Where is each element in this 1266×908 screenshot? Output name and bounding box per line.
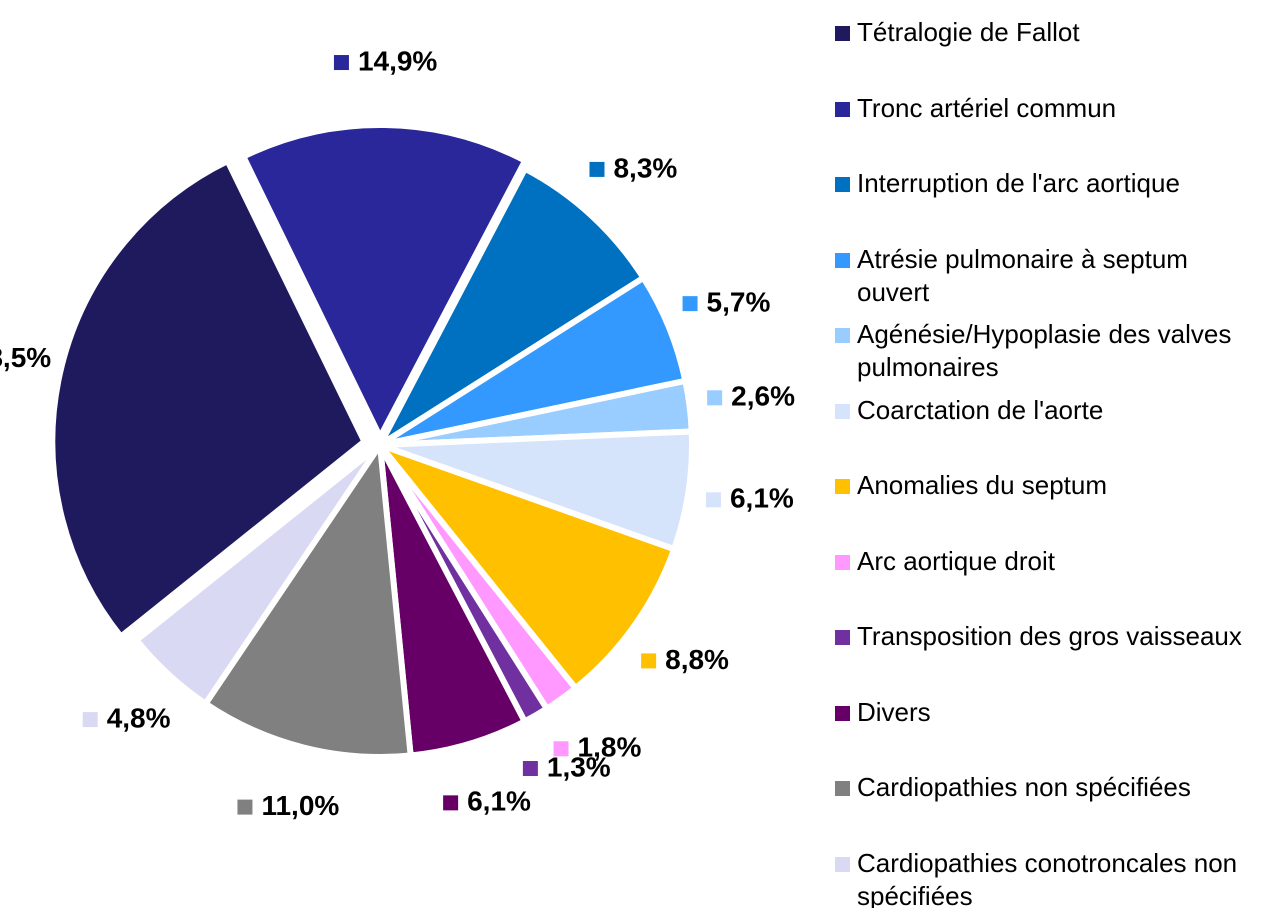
legend-item: Anomalies du septum [835, 469, 1262, 502]
data-label-marker [707, 390, 723, 406]
data-label: 28,5% [0, 342, 51, 373]
legend-label: Transposition des gros vaisseaux [857, 621, 1242, 651]
data-label: 6,1% [730, 483, 794, 514]
legend-swatch [835, 630, 850, 645]
legend-label: Anomalies du septum [857, 470, 1108, 500]
data-label-marker [682, 296, 698, 312]
legend-swatch [835, 26, 850, 41]
pie-area: 28,5% 14,9% 8,3% 5,7% 2,6% 6,1% 8,8% 1,8%1,3% 6,… [0, 45, 795, 821]
pie-slice [49, 157, 369, 641]
legend-label: Arc aortique droit [857, 545, 1055, 576]
data-label-marker [589, 161, 605, 177]
legend-label: Tronc artériel commun [857, 92, 1117, 123]
data-label: 1,8% [578, 732, 642, 763]
legend-item: Cardiopathies conotroncales non spécifié… [835, 847, 1262, 908]
data-label: 6,1% [467, 786, 531, 817]
pie-slice [371, 438, 678, 693]
legend-swatch [835, 252, 850, 268]
data-label-marker [522, 761, 538, 777]
legend-swatch [835, 856, 850, 872]
legend-swatch [835, 554, 850, 570]
legend-swatch [835, 403, 850, 419]
legend-swatch [835, 781, 850, 796]
legend-label: Cardiopathies conotroncales non spécifié… [857, 847, 1238, 908]
legend-label: Coarctation de l'aorte [857, 394, 1104, 425]
data-label-marker [82, 712, 98, 728]
data-label: 8,3% [613, 152, 677, 183]
pie-slice [239, 122, 530, 444]
legend-item: Interruption de l'arc aortique [835, 167, 1262, 200]
legend-swatch [835, 705, 850, 721]
legend-item: Tronc artériel commun [835, 92, 1262, 125]
legend-swatch [835, 328, 850, 343]
data-label: 5,7% [707, 287, 771, 318]
data-label: 1,3% [547, 751, 611, 782]
legend-item: Transposition des gros vaisseaux [835, 620, 1262, 653]
legend-swatch [835, 101, 850, 117]
legend-item: Cardiopathies non spécifiées [835, 771, 1262, 804]
legend-item: Tétralogie de Fallot [835, 16, 1262, 49]
data-label-marker [553, 741, 569, 757]
legend-item: Arc aortique droit [835, 545, 1262, 578]
legend-label: Interruption de l'arc aortique [857, 168, 1180, 198]
pie-slice [372, 164, 648, 454]
legend-item: Divers [835, 696, 1262, 729]
data-label: 4,8% [107, 702, 171, 733]
data-label: 2,6% [731, 381, 795, 412]
data-label: 11,0% [261, 790, 339, 821]
data-label-marker [705, 492, 721, 508]
data-label: 8,8% [665, 644, 729, 675]
data-label-marker [443, 795, 459, 811]
legend-swatch [835, 177, 850, 192]
legend-label: Tétralogie de Fallot [857, 17, 1080, 47]
data-label-marker [237, 799, 253, 815]
data-label-marker [641, 653, 657, 669]
legend-label: Divers [857, 696, 931, 727]
data-label-marker [333, 55, 349, 71]
pie-slice [201, 436, 414, 760]
legend-label: Atrésie pulmonaire à septum ouvert [857, 243, 1188, 307]
legend-item: Agénésie/Hypoplasie des valves pulmonair… [835, 318, 1262, 384]
legend-label: Cardiopathies non spécifiées [857, 772, 1191, 802]
legend-item: Coarctation de l'aorte [835, 394, 1262, 427]
legend-swatch [835, 479, 850, 494]
legend-item: Atrésie pulmonaire à septum ouvert [835, 243, 1262, 309]
pie-slice [132, 442, 383, 708]
legend-label: Agénésie/Hypoplasie des valves pulmonair… [857, 319, 1232, 382]
data-label: 14,9% [358, 45, 437, 76]
